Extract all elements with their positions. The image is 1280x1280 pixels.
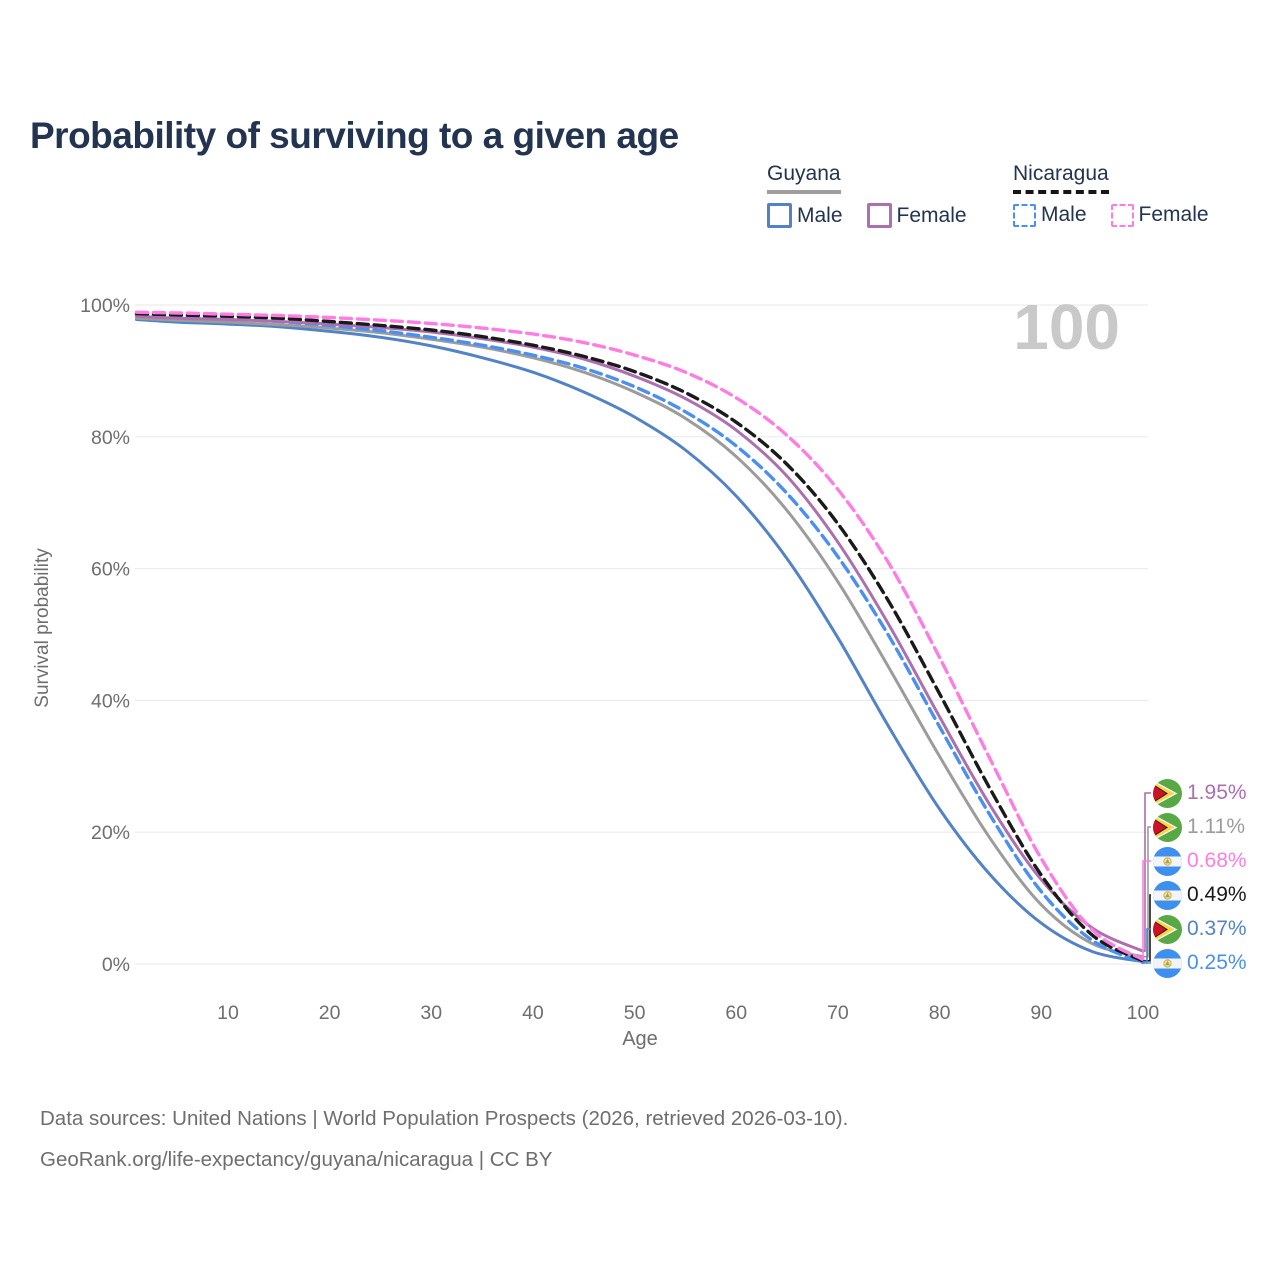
guyana-male-swatch-icon — [767, 203, 792, 228]
curve-nicaragua_male[interactable] — [134, 313, 1145, 965]
endpoint-value: 0.49% — [1187, 883, 1247, 906]
hover-age-watermark: 100 — [1013, 291, 1120, 363]
guyana-flag-icon — [1153, 779, 1182, 808]
endpoint-value: 0.37% — [1187, 917, 1247, 940]
x-tick-label: 70 — [827, 1002, 849, 1024]
endpoint-value: 1.95% — [1187, 781, 1247, 804]
x-tick-label: 80 — [929, 1002, 951, 1024]
footer: Data sources: United Nations | World Pop… — [40, 1098, 848, 1180]
legend-item-label: Female — [1138, 203, 1209, 226]
x-tick-label: 90 — [1030, 1002, 1052, 1024]
endpoint-label-nicaragua-all[interactable]: 0.49% — [1153, 879, 1247, 911]
legend-country-nicaragua[interactable]: Nicaragua — [1013, 162, 1109, 194]
endpoint-value: 0.68% — [1187, 849, 1247, 872]
x-tick-label: 10 — [217, 1002, 239, 1024]
endpoint-label-guyana-female[interactable]: 1.95% — [1153, 777, 1247, 809]
endpoint-label-guyana-male[interactable]: 0.37% — [1153, 913, 1247, 945]
y-tick-label: 80% — [91, 427, 130, 449]
guyana-flag-icon — [1153, 915, 1182, 944]
legend-items-guyana: Male Female — [767, 203, 967, 228]
x-tick-label: 100 — [1127, 1002, 1160, 1024]
y-tick-label: 100% — [80, 295, 130, 317]
curve-guyana_all[interactable] — [135, 316, 1145, 959]
nicaragua-female-swatch-icon — [1110, 203, 1134, 227]
curve-nicaragua_all[interactable] — [134, 311, 1145, 963]
leader-line-guyana_all — [1143, 826, 1151, 958]
y-tick-label: 20% — [91, 822, 130, 844]
curve-guyana_male[interactable] — [135, 318, 1145, 964]
endpoint-label-nicaragua-female[interactable]: 0.68% — [1153, 845, 1247, 877]
legend-item-label: Female — [896, 203, 967, 227]
legend-country-guyana[interactable]: Guyana — [767, 162, 841, 194]
nicaragua-flag-icon — [1153, 949, 1182, 978]
endpoint-label-guyana-all[interactable]: 1.11% — [1153, 811, 1245, 843]
y-tick-label: 40% — [91, 690, 130, 712]
endpoint-label-nicaragua-male[interactable]: 0.25% — [1153, 947, 1247, 979]
x-tick-label: 40 — [522, 1002, 544, 1024]
y-tick-label: 0% — [102, 954, 130, 976]
x-tick-label: 50 — [624, 1002, 646, 1024]
x-tick-label: 20 — [319, 1002, 341, 1024]
y-tick-label: 60% — [91, 559, 130, 581]
y-axis-title: Survival probability — [32, 548, 53, 708]
leader-line-nicaragua_female — [1142, 860, 1151, 960]
leader-line-guyana_female — [1143, 792, 1151, 952]
legend-group-guyana: Guyana Male Female — [767, 162, 967, 228]
legend-item-guyana-female[interactable]: Female — [866, 203, 967, 228]
legend-item-nicaragua-female[interactable]: Female — [1110, 203, 1209, 227]
endpoint-value: 0.25% — [1187, 951, 1247, 974]
curve-guyana_female[interactable] — [135, 314, 1145, 953]
legend-item-guyana-male[interactable]: Male — [767, 203, 843, 228]
x-tick-label: 60 — [725, 1002, 747, 1024]
x-tick-label: 30 — [420, 1002, 442, 1024]
legend-items-nicaragua: Male Female — [1013, 203, 1209, 227]
legend-item-nicaragua-male[interactable]: Male — [1013, 203, 1087, 227]
guyana-female-swatch-icon — [866, 203, 892, 228]
legend-item-label: Male — [797, 203, 843, 227]
footer-attribution: GeoRank.org/life-expectancy/guyana/nicar… — [40, 1148, 553, 1171]
nicaragua-male-swatch-icon — [1013, 203, 1036, 227]
nicaragua-flag-icon — [1153, 881, 1182, 910]
leader-line-guyana_male — [1143, 928, 1151, 963]
legend-group-nicaragua: Nicaragua Male Female — [1013, 162, 1209, 227]
endpoint-value: 1.11% — [1187, 815, 1245, 838]
leader-line-nicaragua_male — [1143, 961, 1151, 964]
footer-data-sources: Data sources: United Nations | World Pop… — [40, 1107, 849, 1130]
page-title: Probability of surviving to a given age — [30, 114, 679, 156]
legend-item-label: Male — [1041, 203, 1087, 226]
nicaragua-flag-icon — [1153, 847, 1182, 876]
guyana-flag-icon — [1153, 813, 1182, 842]
x-axis-title: Age — [622, 1028, 658, 1050]
curve-nicaragua_female[interactable] — [134, 310, 1145, 962]
